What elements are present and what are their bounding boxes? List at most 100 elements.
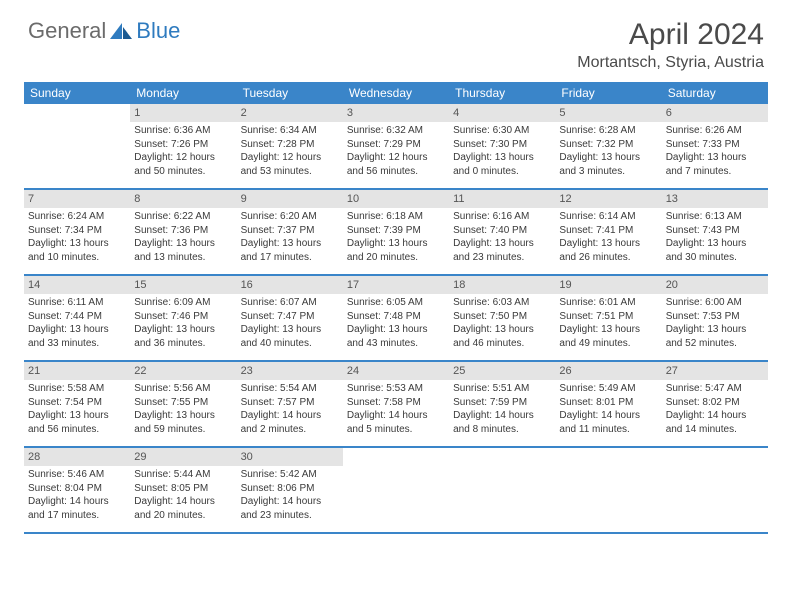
day-text-line: and 20 minutes. xyxy=(347,251,445,265)
day-text-line: Sunrise: 6:24 AM xyxy=(28,210,126,224)
day-text-line: Daylight: 14 hours xyxy=(666,409,764,423)
day-text-line: Sunrise: 5:42 AM xyxy=(241,468,339,482)
day-text-line: and 36 minutes. xyxy=(134,337,232,351)
day-body: Sunrise: 6:00 AMSunset: 7:53 PMDaylight:… xyxy=(662,294,768,354)
weekday-header: Friday xyxy=(555,82,661,104)
week-row: 21Sunrise: 5:58 AMSunset: 7:54 PMDayligh… xyxy=(24,362,768,448)
day-text-line: Daylight: 13 hours xyxy=(347,323,445,337)
day-text-line: and 14 minutes. xyxy=(666,423,764,437)
logo-word1: General xyxy=(28,18,106,44)
day-text-line: Sunset: 7:26 PM xyxy=(134,138,232,152)
weekday-header: Monday xyxy=(130,82,236,104)
day-text-line: and 46 minutes. xyxy=(453,337,551,351)
day-text-line: Daylight: 14 hours xyxy=(241,409,339,423)
day-text-line: and 52 minutes. xyxy=(666,337,764,351)
day-number: 29 xyxy=(130,448,236,466)
day-cell: 3Sunrise: 6:32 AMSunset: 7:29 PMDaylight… xyxy=(343,104,449,188)
day-text-line: Sunset: 7:37 PM xyxy=(241,224,339,238)
day-cell: 4Sunrise: 6:30 AMSunset: 7:30 PMDaylight… xyxy=(449,104,555,188)
day-text-line: and 11 minutes. xyxy=(559,423,657,437)
day-cell: 21Sunrise: 5:58 AMSunset: 7:54 PMDayligh… xyxy=(24,362,130,446)
day-text-line: Sunset: 7:41 PM xyxy=(559,224,657,238)
day-body: Sunrise: 5:49 AMSunset: 8:01 PMDaylight:… xyxy=(555,380,661,440)
day-text-line: Sunrise: 6:14 AM xyxy=(559,210,657,224)
day-text-line: Sunrise: 5:53 AM xyxy=(347,382,445,396)
day-text-line: Sunset: 8:02 PM xyxy=(666,396,764,410)
day-text-line: and 50 minutes. xyxy=(134,165,232,179)
day-text-line: and 7 minutes. xyxy=(666,165,764,179)
day-text-line: Sunrise: 5:46 AM xyxy=(28,468,126,482)
day-number: 21 xyxy=(24,362,130,380)
day-text-line: Sunrise: 6:16 AM xyxy=(453,210,551,224)
day-number: 26 xyxy=(555,362,661,380)
day-cell: 13Sunrise: 6:13 AMSunset: 7:43 PMDayligh… xyxy=(662,190,768,274)
day-text-line: Daylight: 14 hours xyxy=(453,409,551,423)
day-body: Sunrise: 6:32 AMSunset: 7:29 PMDaylight:… xyxy=(343,122,449,182)
day-text-line: Daylight: 12 hours xyxy=(241,151,339,165)
day-text-line: Sunset: 7:59 PM xyxy=(453,396,551,410)
day-text-line: Sunrise: 6:26 AM xyxy=(666,124,764,138)
day-text-line: Sunset: 7:29 PM xyxy=(347,138,445,152)
day-body: Sunrise: 5:56 AMSunset: 7:55 PMDaylight:… xyxy=(130,380,236,440)
day-text-line: Sunrise: 6:22 AM xyxy=(134,210,232,224)
day-text-line: Sunset: 8:01 PM xyxy=(559,396,657,410)
weekday-header: Tuesday xyxy=(237,82,343,104)
day-number: 22 xyxy=(130,362,236,380)
day-text-line: Sunrise: 5:49 AM xyxy=(559,382,657,396)
day-text-line: Daylight: 13 hours xyxy=(134,237,232,251)
day-body: Sunrise: 5:53 AMSunset: 7:58 PMDaylight:… xyxy=(343,380,449,440)
day-number: 1 xyxy=(130,104,236,122)
day-body: Sunrise: 6:13 AMSunset: 7:43 PMDaylight:… xyxy=(662,208,768,268)
day-text-line: Sunrise: 5:54 AM xyxy=(241,382,339,396)
day-text-line: and 40 minutes. xyxy=(241,337,339,351)
day-number: 11 xyxy=(449,190,555,208)
day-body: Sunrise: 6:11 AMSunset: 7:44 PMDaylight:… xyxy=(24,294,130,354)
day-text-line: Sunset: 7:48 PM xyxy=(347,310,445,324)
day-text-line: and 43 minutes. xyxy=(347,337,445,351)
day-text-line: Sunset: 7:47 PM xyxy=(241,310,339,324)
day-text-line: and 17 minutes. xyxy=(28,509,126,523)
day-text-line: and 59 minutes. xyxy=(134,423,232,437)
day-number: 27 xyxy=(662,362,768,380)
day-text-line: Daylight: 14 hours xyxy=(241,495,339,509)
day-cell: 17Sunrise: 6:05 AMSunset: 7:48 PMDayligh… xyxy=(343,276,449,360)
day-number: 3 xyxy=(343,104,449,122)
day-number: 4 xyxy=(449,104,555,122)
day-cell: 25Sunrise: 5:51 AMSunset: 7:59 PMDayligh… xyxy=(449,362,555,446)
weekday-header-row: SundayMondayTuesdayWednesdayThursdayFrid… xyxy=(24,82,768,104)
day-text-line: Sunset: 7:53 PM xyxy=(666,310,764,324)
logo-word2: Blue xyxy=(136,18,180,44)
header: General Blue April 2024 Mortantsch, Styr… xyxy=(0,0,792,78)
day-text-line: and 49 minutes. xyxy=(559,337,657,351)
day-text-line: Daylight: 13 hours xyxy=(28,409,126,423)
day-text-line: Daylight: 12 hours xyxy=(347,151,445,165)
day-text-line: Sunrise: 5:56 AM xyxy=(134,382,232,396)
day-body: Sunrise: 5:58 AMSunset: 7:54 PMDaylight:… xyxy=(24,380,130,440)
empty-day-cell xyxy=(449,448,555,532)
day-text-line: and 23 minutes. xyxy=(241,509,339,523)
day-body: Sunrise: 5:42 AMSunset: 8:06 PMDaylight:… xyxy=(237,466,343,526)
day-text-line: Daylight: 13 hours xyxy=(347,237,445,251)
day-body: Sunrise: 6:24 AMSunset: 7:34 PMDaylight:… xyxy=(24,208,130,268)
day-text-line: Sunset: 7:39 PM xyxy=(347,224,445,238)
day-body: Sunrise: 6:18 AMSunset: 7:39 PMDaylight:… xyxy=(343,208,449,268)
day-text-line: Sunset: 7:33 PM xyxy=(666,138,764,152)
day-body: Sunrise: 6:14 AMSunset: 7:41 PMDaylight:… xyxy=(555,208,661,268)
day-text-line: Sunset: 8:05 PM xyxy=(134,482,232,496)
day-cell: 16Sunrise: 6:07 AMSunset: 7:47 PMDayligh… xyxy=(237,276,343,360)
day-text-line: Daylight: 13 hours xyxy=(28,237,126,251)
day-text-line: Daylight: 13 hours xyxy=(453,237,551,251)
day-number: 13 xyxy=(662,190,768,208)
day-number: 2 xyxy=(237,104,343,122)
day-number: 28 xyxy=(24,448,130,466)
day-text-line: and 17 minutes. xyxy=(241,251,339,265)
day-body: Sunrise: 6:03 AMSunset: 7:50 PMDaylight:… xyxy=(449,294,555,354)
day-text-line: Sunset: 7:50 PM xyxy=(453,310,551,324)
day-body: Sunrise: 5:51 AMSunset: 7:59 PMDaylight:… xyxy=(449,380,555,440)
day-text-line: Sunrise: 5:47 AM xyxy=(666,382,764,396)
day-number: 10 xyxy=(343,190,449,208)
day-text-line: Sunset: 7:58 PM xyxy=(347,396,445,410)
day-number: 7 xyxy=(24,190,130,208)
day-cell: 1Sunrise: 6:36 AMSunset: 7:26 PMDaylight… xyxy=(130,104,236,188)
day-number: 20 xyxy=(662,276,768,294)
